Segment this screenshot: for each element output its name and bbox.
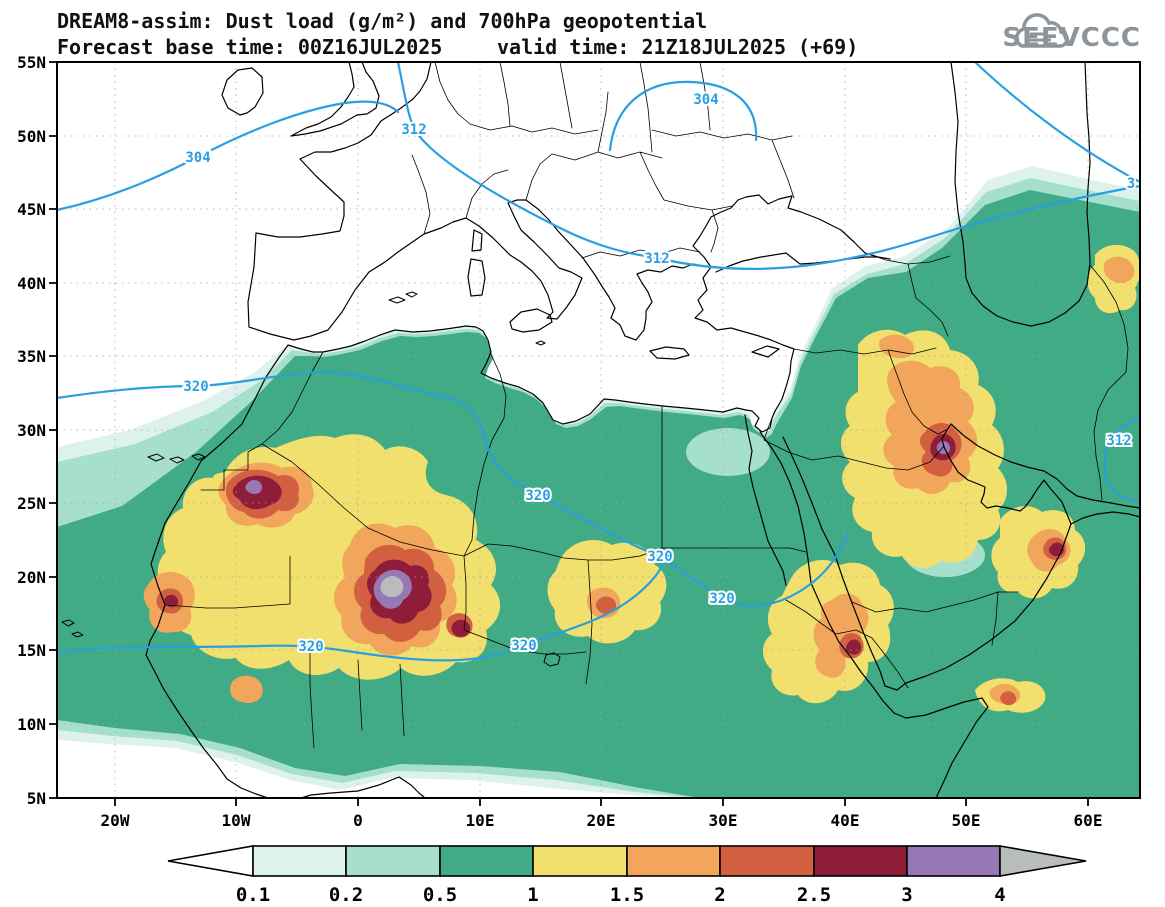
colorbar-arrow-low [167,845,254,877]
contour-label: 312 [401,122,426,138]
cloud-icon [1015,13,1069,48]
colorbar-tick-label: 2.5 [797,884,831,906]
colorbar-segment [719,845,815,877]
colorbar-tick-label: 0.1 [236,884,270,906]
dust-shading-4 [380,576,404,598]
map-subtitle-base-time: Forecast base time: 00Z16JUL2025 [57,35,442,59]
contour-label: 312 [1106,433,1131,449]
lat-label: 40N [17,274,46,293]
colorbar-tick-label: 0.2 [329,884,363,906]
colorbar-segment [626,845,721,877]
dust-shading-lighter-patches [686,428,985,577]
map-title: DREAM8-assim: Dust load (g/m²) and 700hP… [57,9,707,33]
lon-label: 50E [952,811,981,830]
contour-label: 320 [647,549,672,565]
lat-label: 50N [17,127,46,146]
colorbar-tick-label: 0.5 [423,884,457,906]
contour-label: 320 [511,638,536,654]
contour-label: 320 [298,639,323,655]
lon-label: 10E [466,811,495,830]
lat-label: 25N [17,494,46,513]
colorbar-tick-label: 1.5 [610,884,644,906]
lon-label: 20E [587,811,616,830]
logo-text: SEEVCCC [1002,23,1141,53]
colorbar-segment [252,845,347,877]
lat-label: 35N [17,347,46,366]
contour-label: 304 [185,150,210,166]
lon-label: 60E [1074,811,1103,830]
colorbar-arrow-high [999,845,1087,877]
lat-label: 30N [17,421,46,440]
lat-label: 55N [17,53,46,72]
contour-label: 3 [1127,176,1135,192]
colorbar-segment [906,845,1001,877]
colorbar: 0.1 0.2 0.5 1 1.5 2 2.5 3 4 [167,845,1087,906]
colorbar-segment [345,845,441,877]
colorbar-segment [813,845,908,877]
lat-label: 5N [27,789,46,808]
lat-axis: 55N 50N 45N 40N 35N 30N 25N 20N 15N 10N … [17,53,46,808]
lat-label: 20N [17,568,46,587]
contour-label: 320 [525,488,550,504]
contour-label: 312 [644,251,669,267]
lat-label: 15N [17,641,46,660]
latlon-grid [57,62,1140,798]
map-subtitle-valid-time: valid time: 21Z18JUL2025 (+69) [497,35,858,59]
lon-label: 30E [709,811,738,830]
colorbar-segment [439,845,534,877]
contour-labels: 304 312 304 312 3 320 320 320 320 320 32… [181,90,1137,657]
lat-label: 45N [17,200,46,219]
dust-field [57,166,1141,798]
lon-label: 0 [353,811,363,830]
colorbar-tick-label: 2 [714,884,725,906]
axis-ticks [49,61,1089,806]
colorbar-segment [532,845,628,877]
colorbar-tick-label: 3 [901,884,912,906]
geopotential-contours [55,60,1142,662]
lon-label: 10W [222,811,251,830]
coastline-europe [221,61,1091,412]
cloud-icon-lines [1027,32,1051,42]
lon-label: 20W [101,811,130,830]
lon-axis: 20W 10W 0 10E 20E 30E 40E 50E 60E [101,811,1103,830]
lat-label: 10N [17,715,46,734]
lon-label: 40E [831,811,860,830]
country-borders [164,61,1129,749]
colorbar-tick-label: 1 [527,884,538,906]
seevccc-logo: SEEVCCC [1002,13,1141,53]
colorbar-tick-label: 4 [994,884,1005,906]
contour-label: 320 [709,591,734,607]
contour-label: 320 [183,379,208,395]
small-islands [61,291,561,667]
contour-label: 304 [693,92,718,108]
